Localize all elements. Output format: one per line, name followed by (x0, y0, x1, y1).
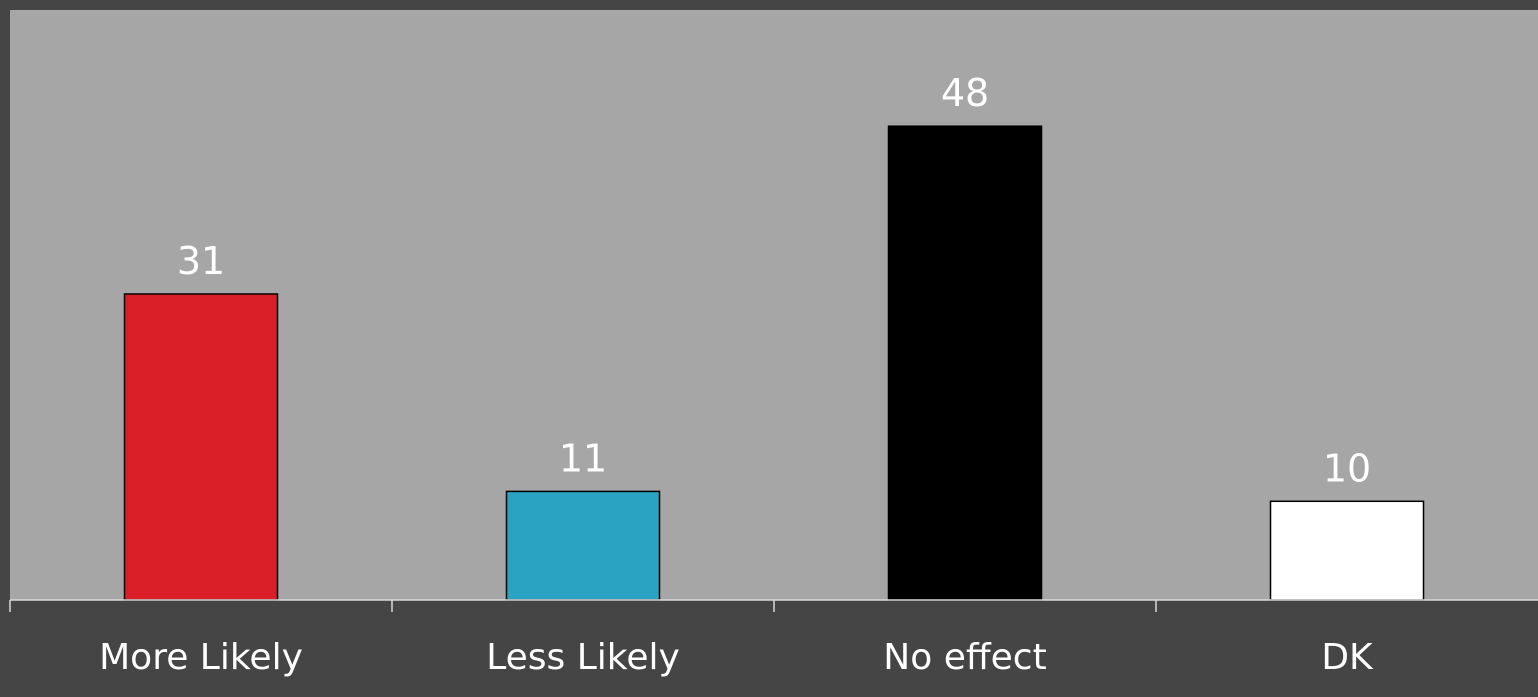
x-axis (9, 599, 1538, 612)
data-label: 10 (1323, 446, 1371, 490)
labels-group: 31 More Likely 11 Less Likely 48 No effect 10 D… (99, 71, 1374, 678)
data-label: 11 (559, 436, 607, 480)
bar-less-likely (505, 490, 661, 601)
bar-no-effect (887, 125, 1043, 601)
bar-more-likely (123, 293, 279, 601)
data-label: 48 (941, 71, 989, 115)
data-label: 31 (177, 239, 225, 283)
x-tick-label: Less Likely (486, 637, 680, 678)
x-tick-label: No effect (883, 637, 1046, 678)
bars-group (123, 125, 1425, 601)
bar-dk (1269, 500, 1425, 601)
x-tick-label: More Likely (99, 637, 303, 678)
x-tick-label: DK (1321, 637, 1374, 678)
